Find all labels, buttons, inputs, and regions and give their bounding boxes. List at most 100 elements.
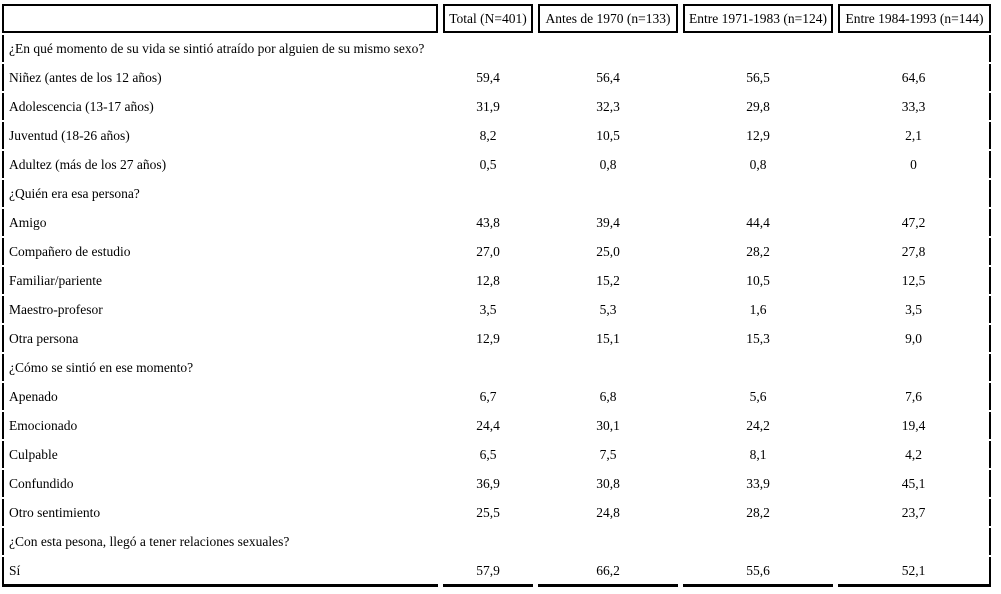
value-cell: 19,4	[838, 412, 991, 439]
value-cell: 64,6	[838, 64, 991, 91]
value-cell: 5,6	[749, 388, 767, 404]
table-row: Emocionado 24,4 30,1 24,2 19,4	[2, 412, 991, 439]
value-cell: 6,8	[599, 388, 617, 404]
value-cell: 12,9	[746, 127, 770, 143]
value-cell: 27,0	[476, 243, 500, 259]
value-cell: 3,5	[838, 296, 991, 323]
question-row: ¿Cómo se sintió en ese momento?	[2, 354, 991, 381]
value-cell: 12,9	[476, 330, 500, 346]
value-cell: 5,3	[599, 301, 617, 317]
question-label: ¿Quién era esa persona?	[2, 180, 991, 207]
table-row: Culpable 6,5 7,5 8,1 4,2	[2, 441, 991, 468]
value-cell: 4,2	[838, 441, 991, 468]
table-row: Adultez (más de los 27 años) 0,5 0,8 0,8 0	[2, 151, 991, 178]
value-cell: 7,5	[599, 446, 617, 462]
table-row: Apenado 6,7 6,8 5,6 7,6	[2, 383, 991, 410]
value-cell: 24,4	[476, 417, 500, 433]
value-cell: 44,4	[746, 214, 770, 230]
value-cell: 28,2	[746, 243, 770, 259]
value-cell: 6,7	[479, 388, 497, 404]
value-cell: 56,5	[746, 69, 770, 85]
question-row: ¿Quién era esa persona?	[2, 180, 991, 207]
table-row: Amigo 43,8 39,4 44,4 47,2	[2, 209, 991, 236]
value-cell: 33,9	[746, 475, 770, 491]
value-cell: 45,1	[838, 470, 991, 497]
table-row: Adolescencia (13-17 años) 31,9 32,3 29,8 33,…	[2, 93, 991, 120]
value-cell: 33,3	[838, 93, 991, 120]
row-label: Sí	[2, 557, 438, 587]
value-cell: 30,1	[596, 417, 620, 433]
value-cell: 57,9	[443, 557, 533, 587]
value-cell: 52,1	[838, 557, 991, 587]
value-cell: 10,5	[596, 127, 620, 143]
header-corner-cell	[2, 4, 438, 33]
row-label: Otra persona	[2, 325, 438, 352]
table-row: Compañero de estudio 27,0 25,0 28,2 27,8	[2, 238, 991, 265]
value-cell: 66,2	[538, 557, 678, 587]
question-label: ¿En qué momento de su vida se sintió atr…	[2, 35, 991, 62]
value-cell: 59,4	[476, 69, 500, 85]
row-label: Familiar/pariente	[2, 267, 438, 294]
table-row: Familiar/pariente 12,8 15,2 10,5 12,5	[2, 267, 991, 294]
value-cell: 25,0	[596, 243, 620, 259]
table-row: Otro sentimiento 25,5 24,8 28,2 23,7	[2, 499, 991, 526]
table-row: Niñez (antes de los 12 años) 59,4 56,4 56,5…	[2, 64, 991, 91]
row-label: Maestro-profesor	[2, 296, 438, 323]
value-cell: 39,4	[596, 214, 620, 230]
value-cell: 36,9	[476, 475, 500, 491]
value-cell: 43,8	[476, 214, 500, 230]
row-label: Adolescencia (13-17 años)	[2, 93, 438, 120]
header-cell-entre-1971-1983: Entre 1971-1983 (n=124)	[683, 4, 833, 33]
value-cell: 3,5	[479, 301, 497, 317]
question-row: ¿Con esta pesona, llegó a tener relacion…	[2, 528, 991, 555]
value-cell: 9,0	[838, 325, 991, 352]
table-row: Maestro-profesor 3,5 5,3 1,6 3,5	[2, 296, 991, 323]
value-cell: 0,8	[749, 156, 767, 172]
row-label: Otro sentimiento	[2, 499, 438, 526]
row-label: Amigo	[2, 209, 438, 236]
value-cell: 25,5	[476, 504, 500, 520]
header-row: Total (N=401) Antes de 1970 (n=133) Entr…	[2, 4, 991, 33]
value-cell: 29,8	[746, 98, 770, 114]
value-cell: 0	[838, 151, 991, 178]
value-cell: 1,6	[749, 301, 767, 317]
table-row: Otra persona 12,9 15,1 15,3 9,0	[2, 325, 991, 352]
value-cell: 24,8	[596, 504, 620, 520]
table-row: Sí 57,9 66,2 55,6 52,1	[2, 557, 991, 587]
table-body: ¿En qué momento de su vida se sintió atr…	[2, 35, 991, 587]
question-label: ¿Con esta pesona, llegó a tener relacion…	[2, 528, 991, 555]
value-cell: 27,8	[838, 238, 991, 265]
row-label: Emocionado	[2, 412, 438, 439]
value-cell: 15,3	[746, 330, 770, 346]
value-cell: 31,9	[476, 98, 500, 114]
value-cell: 24,2	[746, 417, 770, 433]
value-cell: 6,5	[479, 446, 497, 462]
value-cell: 15,2	[596, 272, 620, 288]
question-row: ¿En qué momento de su vida se sintió atr…	[2, 35, 991, 62]
header-cell-entre-1984-1993: Entre 1984-1993 (n=144)	[838, 4, 991, 33]
row-label: Apenado	[2, 383, 438, 410]
value-cell: 10,5	[746, 272, 770, 288]
table-row: Confundido 36,9 30,8 33,9 45,1	[2, 470, 991, 497]
value-cell: 28,2	[746, 504, 770, 520]
value-cell: 32,3	[596, 98, 620, 114]
row-label: Niñez (antes de los 12 años)	[2, 64, 438, 91]
value-cell: 7,6	[838, 383, 991, 410]
value-cell: 0,8	[599, 156, 617, 172]
row-label: Culpable	[2, 441, 438, 468]
value-cell: 12,5	[838, 267, 991, 294]
value-cell: 8,2	[479, 127, 497, 143]
row-label: Confundido	[2, 470, 438, 497]
row-label: Adultez (más de los 27 años)	[2, 151, 438, 178]
value-cell: 2,1	[838, 122, 991, 149]
question-label: ¿Cómo se sintió en ese momento?	[2, 354, 991, 381]
header-cell-antes-1970: Antes de 1970 (n=133)	[538, 4, 678, 33]
value-cell: 15,1	[596, 330, 620, 346]
value-cell: 30,8	[596, 475, 620, 491]
value-cell: 12,8	[476, 272, 500, 288]
value-cell: 23,7	[838, 499, 991, 526]
value-cell: 55,6	[683, 557, 833, 587]
value-cell: 8,1	[749, 446, 767, 462]
table-row: Juventud (18-26 años) 8,2 10,5 12,9 2,1	[2, 122, 991, 149]
